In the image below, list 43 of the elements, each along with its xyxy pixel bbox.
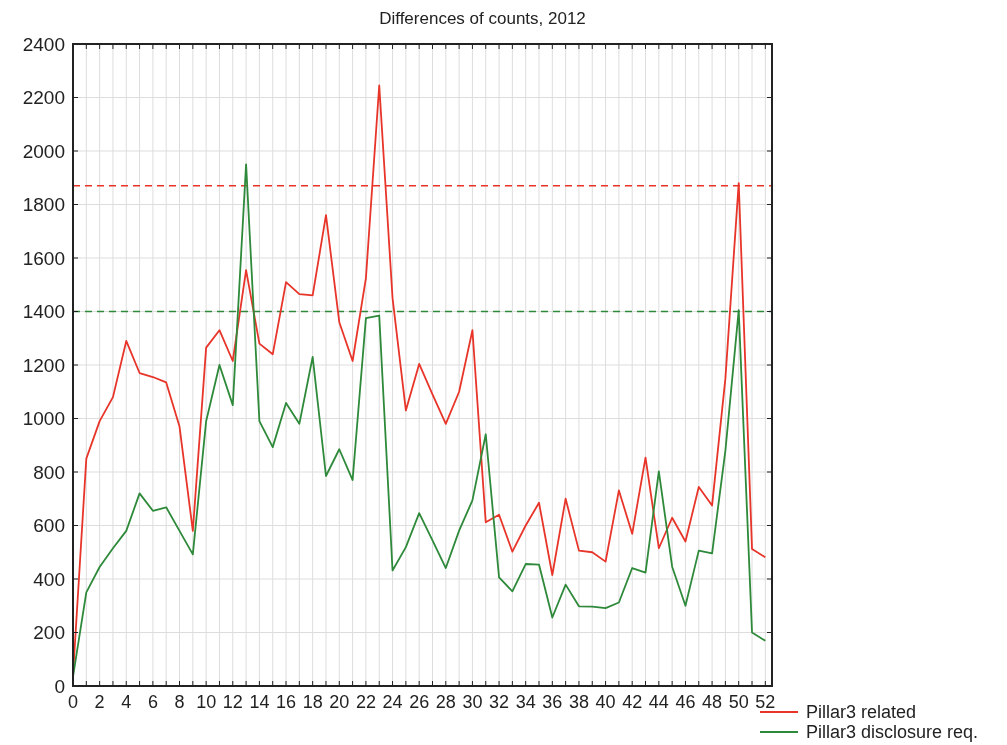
x-tick-label: 40 bbox=[595, 692, 616, 712]
x-tick-label: 52 bbox=[755, 692, 776, 712]
x-tick-label: 4 bbox=[121, 692, 132, 712]
x-tick-label: 38 bbox=[568, 692, 589, 712]
legend-label: Pillar3 related bbox=[806, 702, 917, 723]
y-tick-label: 1800 bbox=[22, 194, 65, 216]
x-tick-label: 26 bbox=[409, 692, 430, 712]
y-tick-label: 1600 bbox=[22, 247, 65, 269]
x-tick-label: 42 bbox=[622, 692, 643, 712]
x-tick-label: 18 bbox=[302, 692, 323, 712]
x-tick-label: 30 bbox=[462, 692, 483, 712]
x-tick-label: 34 bbox=[515, 692, 536, 712]
y-tick-label: 2000 bbox=[22, 140, 65, 162]
x-tick-label: 0 bbox=[67, 692, 79, 712]
x-tick-label: 36 bbox=[542, 692, 563, 712]
x-tick-label: 2 bbox=[94, 692, 105, 712]
y-tick-label: 400 bbox=[33, 568, 65, 590]
x-tick-label: 6 bbox=[147, 692, 158, 712]
y-tick-label: 1400 bbox=[22, 301, 65, 323]
x-tick-label: 10 bbox=[196, 692, 217, 712]
y-tick-label: 1200 bbox=[22, 354, 65, 376]
y-tick-label: 2200 bbox=[22, 87, 65, 109]
x-tick-label: 22 bbox=[355, 692, 376, 712]
y-tick-label: 2400 bbox=[22, 33, 65, 55]
y-tick-label: 800 bbox=[33, 461, 65, 483]
x-tick-label: 48 bbox=[702, 692, 723, 712]
legend-label: Pillar3 disclosure req. bbox=[806, 722, 979, 743]
x-tick-label: 28 bbox=[435, 692, 456, 712]
x-tick-label: 50 bbox=[728, 692, 749, 712]
x-tick-label: 32 bbox=[489, 692, 510, 712]
y-tick-label: 0 bbox=[54, 675, 65, 697]
x-tick-label: 12 bbox=[222, 692, 243, 712]
x-tick-label: 16 bbox=[276, 692, 297, 712]
x-tick-label: 8 bbox=[174, 692, 185, 712]
x-tick-label: 20 bbox=[329, 692, 350, 712]
x-tick-label: 14 bbox=[249, 692, 270, 712]
y-tick-label: 1000 bbox=[22, 408, 65, 430]
x-tick-label: 46 bbox=[675, 692, 696, 712]
x-tick-label: 44 bbox=[648, 692, 669, 712]
y-tick-label: 200 bbox=[33, 622, 65, 644]
x-tick-label: 24 bbox=[382, 692, 403, 712]
chart-title: Differences of counts, 2012 bbox=[379, 9, 586, 28]
y-tick-label: 600 bbox=[33, 515, 65, 537]
